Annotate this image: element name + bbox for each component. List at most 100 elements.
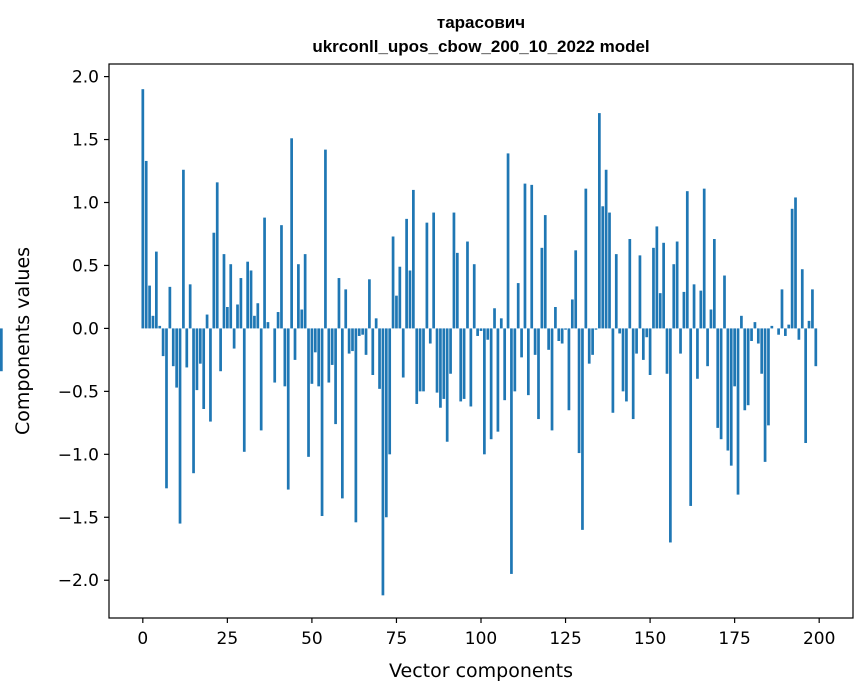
bar-88 [439, 328, 442, 408]
bar-169 [712, 239, 716, 329]
bar-64 [357, 328, 361, 336]
bar-58 [337, 278, 341, 329]
bar-50 [310, 328, 314, 384]
bar-190 [784, 328, 787, 336]
bar-164 [696, 328, 699, 379]
bar-31 [246, 261, 250, 329]
bar-41 [280, 225, 283, 329]
bar-90 [445, 328, 449, 442]
bar-121 [550, 328, 554, 431]
bar-172 [723, 275, 726, 329]
bar-6 [161, 328, 165, 357]
bar-123 [557, 328, 561, 341]
bar-194 [797, 328, 801, 340]
bar-163 [692, 284, 696, 329]
bar-9 [171, 328, 175, 367]
bar-13 [185, 328, 189, 368]
bar-83 [422, 328, 425, 392]
bar-68 [371, 328, 375, 375]
bar-46 [297, 264, 300, 329]
bar-174 [729, 328, 733, 466]
bar-178 [743, 328, 747, 411]
bar-155 [665, 328, 669, 374]
y-axis-label: Components values [12, 247, 34, 435]
x-tick-label: 100 [465, 629, 497, 649]
bar-166 [702, 188, 706, 329]
bar-44 [290, 138, 293, 329]
bar-175 [733, 328, 736, 387]
bar-107 [503, 328, 507, 401]
plot-frame [108, 63, 854, 619]
bar-102 [486, 328, 490, 340]
bar-2 [148, 285, 151, 329]
bar-117 [537, 328, 540, 420]
bar-35 [259, 328, 263, 431]
bar-149 [645, 328, 649, 338]
bar-32 [249, 270, 253, 329]
bar-80 [412, 189, 415, 329]
bar-162 [689, 328, 693, 506]
bar-196 [804, 328, 808, 443]
bar-168 [709, 309, 713, 329]
bar-133 [591, 328, 594, 355]
bar-55 [327, 328, 331, 383]
bar-130 [581, 328, 584, 530]
bar-132 [587, 328, 591, 364]
bar-62 [351, 328, 354, 352]
bar-20 [209, 328, 212, 422]
bar-199 [814, 328, 818, 367]
bar-undefined [0, 328, 3, 372]
bar-97 [469, 328, 473, 407]
y-tick-label: 1.5 [72, 131, 99, 151]
bar-40 [276, 312, 280, 329]
bar-147 [638, 255, 642, 329]
y-tick-label: 1.0 [72, 194, 99, 214]
x-axis-label: Vector components [389, 660, 573, 682]
bar-159 [679, 328, 682, 354]
bar-182 [756, 328, 760, 344]
bar-37 [266, 322, 270, 329]
bar-120 [547, 328, 550, 350]
bar-73 [388, 328, 392, 455]
y-tick-label: −1.5 [58, 508, 99, 528]
bar-105 [496, 328, 500, 432]
bar-8 [168, 286, 172, 329]
bar-77 [401, 328, 405, 378]
bar-100 [479, 328, 483, 331]
bar-156 [669, 328, 672, 543]
bar-27 [232, 328, 236, 349]
bar-193 [794, 197, 797, 329]
bar-103 [489, 328, 493, 440]
bar-185 [767, 328, 770, 426]
bar-29 [239, 278, 243, 329]
bar-148 [641, 328, 645, 360]
bar-69 [374, 318, 378, 329]
bar-57 [334, 328, 337, 425]
bar-42 [283, 328, 287, 387]
bar-12 [182, 169, 185, 329]
bar-17 [198, 328, 202, 364]
bar-56 [330, 328, 334, 365]
bar-15 [192, 328, 195, 474]
bars-group [0, 89, 818, 596]
bar-82 [418, 328, 422, 392]
bar-141 [618, 328, 622, 334]
bar-177 [740, 315, 743, 329]
bar-152 [655, 226, 659, 329]
bar-26 [229, 264, 233, 329]
bar-94 [459, 328, 463, 402]
bar-92 [452, 212, 456, 329]
bar-143 [625, 328, 628, 402]
bar-118 [540, 247, 544, 329]
bar-81 [415, 328, 419, 404]
bar-75 [395, 295, 398, 329]
bar-137 [604, 169, 608, 329]
bar-93 [455, 252, 459, 329]
bar-59 [340, 328, 344, 499]
bar-47 [300, 309, 304, 329]
bar-0 [141, 89, 145, 329]
bar-157 [672, 264, 676, 329]
bar-126 [567, 328, 571, 411]
bar-104 [493, 308, 496, 329]
bar-122 [554, 307, 557, 329]
